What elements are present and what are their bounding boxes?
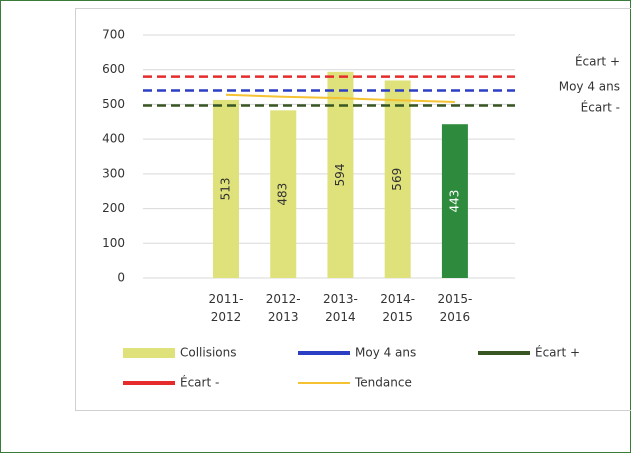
data-label: 569 — [390, 168, 404, 191]
annotation: Moy 4 ans — [559, 80, 620, 94]
y-tick-label: 0 — [117, 271, 125, 285]
annotation: Écart - — [581, 100, 620, 115]
y-tick-label: 200 — [102, 201, 125, 215]
data-label: 594 — [333, 163, 347, 186]
x-tick-label: 2013-2014 — [323, 292, 358, 324]
data-label: 483 — [276, 183, 290, 206]
bar — [384, 80, 411, 279]
chart-area — [75, 8, 631, 411]
y-tick-label: 500 — [102, 97, 125, 111]
legend-label: Écart - — [180, 375, 219, 390]
y-tick-label: 700 — [102, 28, 125, 42]
x-tick-label: 2015-2016 — [437, 292, 473, 324]
legend-label: Moy 4 ans — [355, 346, 416, 360]
legend-label: Écart + — [535, 345, 580, 360]
trend-line — [225, 93, 455, 103]
y-tick-label: 600 — [102, 62, 125, 76]
annotation: Écart + — [575, 54, 620, 69]
bar — [441, 124, 468, 278]
x-tick-label: 2014-2015 — [380, 292, 416, 324]
legend-swatch — [123, 348, 175, 358]
x-tick-label: 2011-2012 — [208, 292, 244, 324]
y-tick-label: 100 — [102, 236, 125, 250]
data-label: 443 — [447, 190, 461, 213]
bar — [212, 99, 239, 278]
data-label: 513 — [218, 178, 232, 201]
y-tick-label: 400 — [102, 132, 125, 146]
legend-label: Collisions — [180, 346, 237, 360]
bar — [270, 110, 297, 278]
y-tick-label: 300 — [102, 166, 125, 180]
legend-label: Tendance — [354, 376, 412, 390]
x-tick-label: 2012-2013 — [265, 292, 301, 324]
